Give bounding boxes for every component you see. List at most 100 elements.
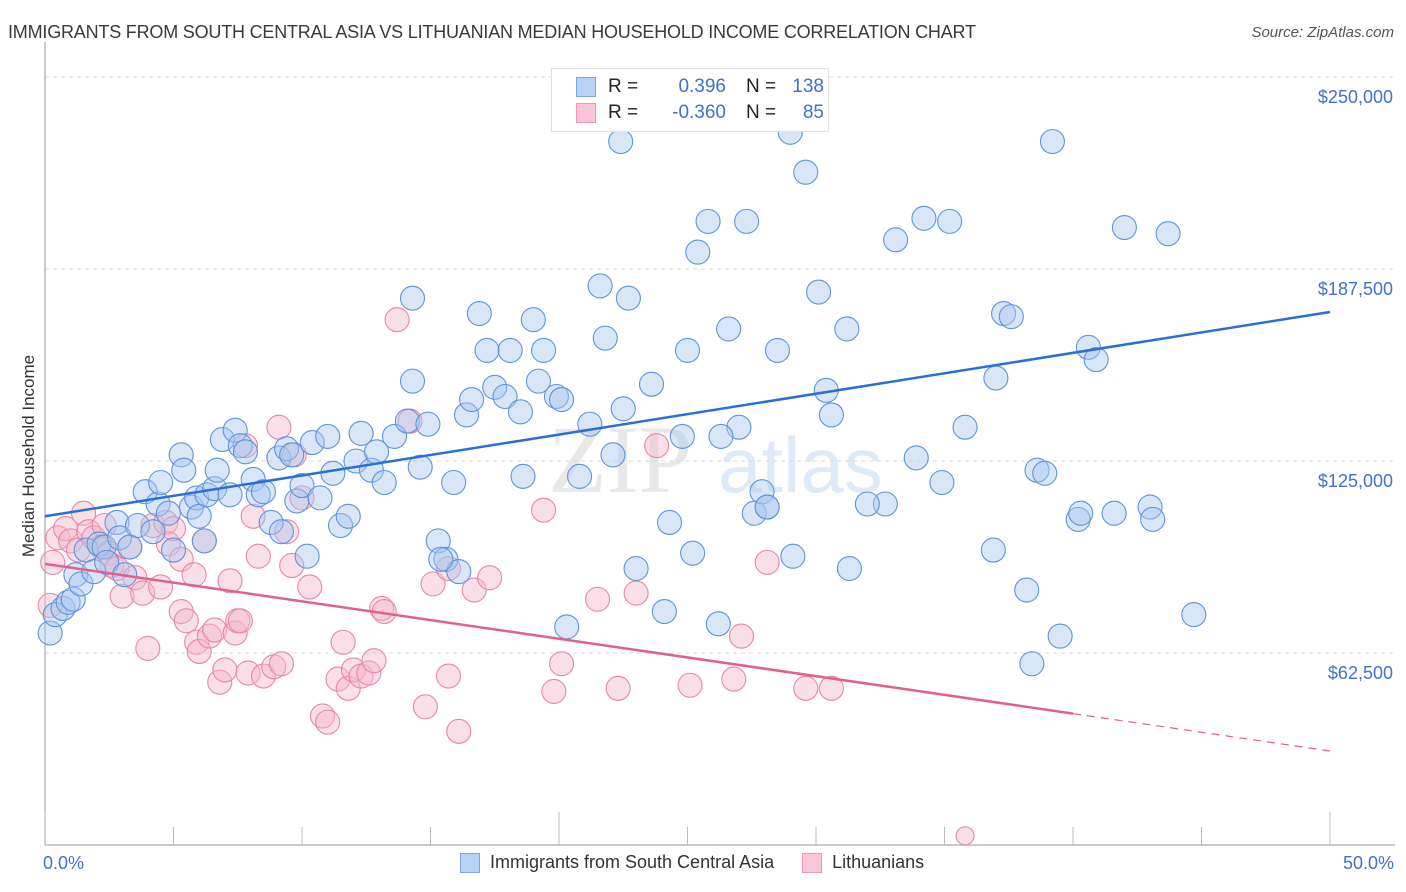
south-central-asia-point [299,430,325,456]
n-value: 138 [792,76,824,97]
r-label: R = [608,102,639,123]
south-central-asia-point [911,205,937,231]
lithuanian-point [446,718,472,744]
south-central-asia-point [441,469,467,496]
legend-item-lithuanians[interactable]: Lithuanians [802,852,924,873]
south-central-asia-point [610,396,636,422]
south-central-asia-point [764,337,791,363]
south-central-asia-point [1137,494,1163,520]
south-central-asia-point [1047,623,1073,649]
lithuanian-point [793,675,819,701]
lithuanian-point [160,516,187,542]
south-central-asia-point [204,457,230,483]
south-central-asia-point [980,537,1006,563]
south-central-asia-point [1032,460,1058,486]
south-central-asia-point [708,423,734,449]
south-central-asia-point [258,509,284,535]
lithuanian-point [728,623,755,649]
south-central-asia-point [250,479,277,505]
y-tick-label: $125,000 [1318,471,1393,491]
lithuanian-point [435,663,462,689]
lithuanian-point [274,519,300,545]
south-central-asia-point [160,537,187,563]
lithuanian-point [207,669,233,695]
south-central-asia-point [952,414,978,440]
south-central-asia-point [91,534,117,560]
south-central-asia-point [1140,506,1166,532]
lithuanian-point [721,666,747,692]
south-central-asia-point [320,460,346,486]
lithuanian-point [461,577,487,603]
south-central-asia-point [279,442,305,468]
south-central-asia-point [1019,651,1045,677]
south-central-asia-point [399,285,426,311]
lithuanian-point [184,629,210,655]
lithuanian-point [605,675,631,701]
series-legend: Immigrants from South Central Asia Lithu… [460,852,952,873]
south-central-asia-point [554,614,580,640]
south-central-asia-point [1111,214,1137,241]
south-central-asia-point [577,411,603,437]
south-central-asia-point [1065,506,1091,532]
lithuanian-point [754,549,780,575]
south-central-asia-point [1014,577,1040,603]
south-central-asia-point [1181,602,1207,628]
x-tick-label: 50.0% [1343,853,1394,873]
south-central-asia-point [656,509,683,535]
south-central-asia-point [415,411,441,437]
lithuanian-point [202,617,228,643]
south-central-asia-point [222,417,248,443]
south-central-asia-point [929,469,955,496]
south-central-asia-point [268,519,294,545]
south-central-asia-point [1155,221,1181,247]
y-axis-label: Median Household Income [19,355,38,557]
south-central-asia-point [510,463,536,489]
trend-lines [44,310,1331,752]
axes [44,42,1395,846]
south-central-asia-point [186,503,212,529]
south-central-asia-point [705,611,731,637]
lithuanian-point [40,549,66,575]
south-central-asia-point [148,469,174,496]
lithuanian-point [279,552,305,578]
legend-label: Immigrants from South Central Asia [490,852,775,872]
legend-item-south-central-asia[interactable]: Immigrants from South Central Asia [460,852,774,873]
gridlines [45,76,1395,654]
south-central-asia-points [37,119,1207,677]
pink-swatch-icon [802,852,823,873]
lithuanian-point [541,678,567,704]
chart-title: IMMIGRANTS FROM SOUTH CENTRAL ASIA VS LI… [8,22,976,42]
south-central-asia-point [587,273,613,299]
south-central-asia-point [335,503,361,529]
south-central-asia-point [399,368,426,394]
lithuanian-point [232,433,259,459]
lithuanian-point [245,543,271,569]
south-central-asia-point [854,491,880,517]
correlation-legend: R = 0.396 N = 138 R = -0.360 N = 85 [551,68,829,132]
south-central-asia-point [608,128,634,155]
lithuanian-point [235,660,261,686]
south-central-asia-point [407,454,433,480]
south-central-asia-point [567,463,593,489]
south-central-asia-point [294,543,320,569]
south-central-asia-point [806,279,832,305]
legend-label: Lithuanians [832,852,925,872]
south-central-asia-point [600,442,626,468]
south-central-asia-point [592,325,618,351]
south-central-asia-point [474,337,500,363]
south-central-asia-point [669,423,695,449]
y-tick-label: $62,500 [1328,663,1393,683]
south-central-asia-point [307,485,333,511]
south-central-asia-point [453,402,480,428]
lithuanian-point [250,663,277,689]
south-central-asia-point [680,540,706,566]
lithuanian-point [412,694,438,720]
south-central-asia-point [168,442,194,468]
south-central-asia-point [315,423,341,449]
south-central-asia-point [818,402,844,428]
south-central-asia-point [623,555,649,582]
south-central-asia-point [998,304,1024,330]
south-central-asia-point [638,371,665,397]
south-central-asia-point [497,337,523,363]
south-central-asia-point [695,208,721,234]
